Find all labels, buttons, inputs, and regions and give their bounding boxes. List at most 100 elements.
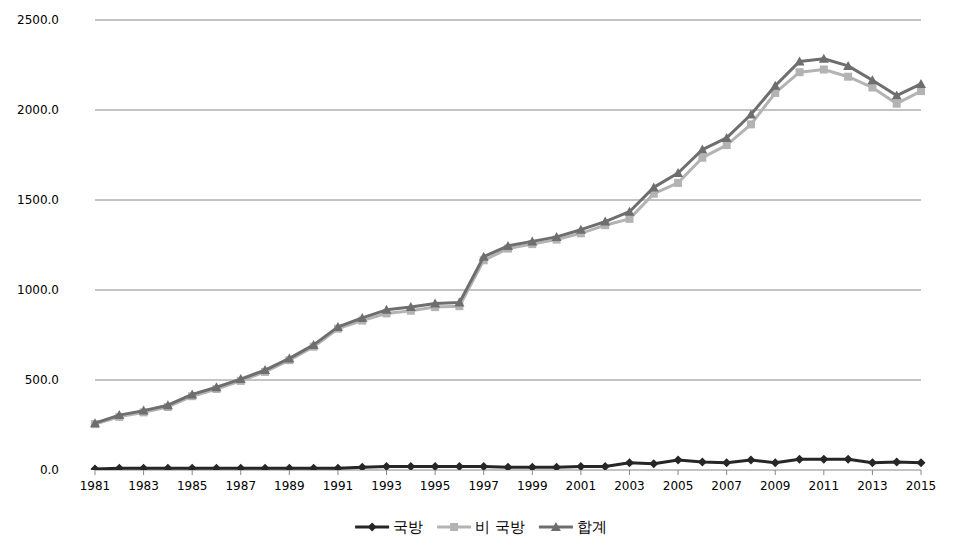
x-tick xyxy=(435,470,436,475)
series-marker xyxy=(624,207,634,216)
series-marker xyxy=(187,389,197,398)
series-marker xyxy=(916,79,926,88)
series-marker xyxy=(625,215,633,223)
series-marker xyxy=(552,463,561,470)
series-marker xyxy=(649,459,658,468)
series-marker xyxy=(820,66,828,74)
series-marker xyxy=(406,462,415,470)
series-marker xyxy=(746,110,756,119)
series-marker xyxy=(309,464,318,470)
series-marker xyxy=(382,462,391,470)
series-marker xyxy=(747,120,755,128)
series-marker xyxy=(600,217,610,226)
series-marker xyxy=(868,458,877,467)
x-tick xyxy=(240,470,241,475)
series-marker xyxy=(893,100,901,108)
series-marker xyxy=(625,458,634,467)
x-tick xyxy=(629,470,630,475)
legend-label: 국방 xyxy=(393,518,423,536)
y-tick-label: 500.0 xyxy=(25,373,59,387)
series-marker xyxy=(552,232,562,241)
series-line xyxy=(95,59,921,424)
series xyxy=(90,54,926,428)
series-marker xyxy=(698,154,706,162)
series-marker xyxy=(917,458,926,467)
series-marker xyxy=(260,365,270,374)
series-marker xyxy=(504,463,513,470)
series-marker xyxy=(527,236,537,245)
legend-item: 비 국방 xyxy=(437,518,525,536)
series-marker xyxy=(746,456,755,465)
series-marker xyxy=(844,73,852,81)
x-tick-label: 1989 xyxy=(274,479,305,493)
x-tick-label: 1985 xyxy=(177,479,208,493)
x-tick-label: 2003 xyxy=(614,479,645,493)
series-marker xyxy=(819,54,829,63)
x-tick xyxy=(726,470,727,475)
series-marker xyxy=(358,463,367,470)
series-marker xyxy=(139,464,148,470)
series-marker xyxy=(139,406,149,415)
series-marker xyxy=(674,179,682,187)
series-marker xyxy=(430,299,440,308)
series-marker xyxy=(285,464,294,470)
x-tick-label: 1983 xyxy=(128,479,159,493)
series-marker xyxy=(333,322,343,331)
legend-item: 국방 xyxy=(355,518,423,536)
y-tick-label: 1500.0 xyxy=(17,193,59,207)
series-marker xyxy=(674,456,683,465)
x-tick-label: 1987 xyxy=(225,479,256,493)
series-marker xyxy=(843,61,853,70)
x-tick-label: 2001 xyxy=(566,479,597,493)
series-marker xyxy=(188,464,197,470)
y-tick-label: 2000.0 xyxy=(17,103,59,117)
series-marker xyxy=(455,462,464,470)
x-tick xyxy=(143,470,144,475)
grid-line xyxy=(95,110,921,111)
grid-line xyxy=(95,290,921,291)
x-tick xyxy=(678,470,679,475)
x-tick-label: 2015 xyxy=(906,479,937,493)
series-marker xyxy=(867,75,877,84)
series-marker xyxy=(892,457,901,466)
x-tick-label: 2005 xyxy=(663,479,694,493)
series-marker xyxy=(819,455,828,464)
x-tick xyxy=(580,470,581,475)
series-marker xyxy=(212,464,221,470)
series-marker xyxy=(503,241,513,250)
series-marker xyxy=(795,56,805,65)
x-tick xyxy=(192,470,193,475)
x-tick xyxy=(823,470,824,475)
series-marker xyxy=(479,252,489,261)
x-tick xyxy=(337,470,338,475)
series-marker xyxy=(357,313,367,322)
series-marker xyxy=(698,457,707,466)
series-marker xyxy=(406,302,416,311)
chart: 0.0500.01000.01500.02000.02500.019811983… xyxy=(0,0,962,551)
series-marker xyxy=(673,168,683,177)
x-tick xyxy=(386,470,387,475)
x-tick xyxy=(483,470,484,475)
x-tick xyxy=(532,470,533,475)
x-tick-label: 2011 xyxy=(809,479,840,493)
series-marker xyxy=(454,298,464,307)
series-marker xyxy=(796,68,804,76)
legend-label: 비 국방 xyxy=(475,518,525,536)
series-marker xyxy=(90,418,100,427)
legend-item: 합계 xyxy=(539,518,607,536)
series-marker xyxy=(528,463,537,470)
series-marker xyxy=(601,462,610,470)
series-marker xyxy=(892,91,902,100)
series-marker xyxy=(309,340,319,349)
series-marker xyxy=(114,410,124,419)
series-marker xyxy=(91,465,100,470)
x-tick xyxy=(775,470,776,475)
x-tick xyxy=(872,470,873,475)
x-tick xyxy=(289,470,290,475)
series-marker xyxy=(917,87,925,95)
x-tick-label: 1981 xyxy=(80,479,111,493)
grid-line xyxy=(95,200,921,201)
legend-marker xyxy=(368,523,377,532)
series-marker xyxy=(284,353,294,362)
grid-line xyxy=(95,380,921,381)
